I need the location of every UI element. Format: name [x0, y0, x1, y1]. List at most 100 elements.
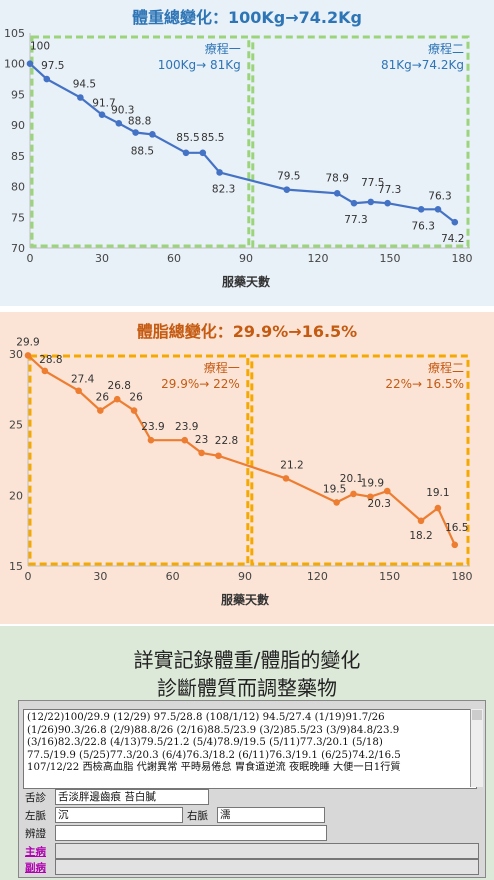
data-label: 23.9	[175, 421, 198, 433]
data-point	[215, 452, 222, 460]
y-tick-label: 70	[11, 242, 25, 255]
left-pulse-field[interactable]: 沉	[55, 807, 183, 823]
data-point	[282, 475, 290, 482]
record-heading-line2: 診斷體質而調整藥物	[157, 676, 337, 700]
data-point	[147, 436, 155, 444]
data-point	[451, 218, 459, 226]
main-disease-label[interactable]: 主病	[25, 846, 46, 858]
sub-disease-label[interactable]: 副病	[25, 862, 46, 874]
data-label: 88.5	[131, 145, 154, 157]
y-tick-label: 20	[9, 489, 23, 502]
data-label: 19.9	[361, 478, 384, 490]
y-tick-label: 15	[9, 560, 23, 573]
data-label: 77.3	[378, 184, 401, 196]
data-point	[198, 449, 205, 457]
data-label: 23.9	[141, 421, 164, 433]
x-tick-label: 120	[307, 570, 328, 583]
data-label: 26	[129, 392, 143, 404]
tongue-row: 舌診 舌淡胖邊齒痕 苔白膩	[23, 789, 323, 805]
y-tick-label: 85	[11, 150, 25, 163]
data-label: 26	[96, 392, 110, 404]
phase1-box	[30, 35, 251, 248]
x-tick-label: 0	[25, 570, 32, 583]
bodyfat-chart-panel: 體脂總變化：29.9%→16.5% 療程一 29.9%→ 22% 療程二 22%→ 1…	[0, 312, 494, 624]
data-label: 16.5	[445, 522, 468, 534]
data-label: 23	[195, 434, 208, 446]
data-point	[383, 487, 391, 495]
data-label: 27.4	[71, 374, 95, 386]
x-tick-label: 60	[166, 570, 180, 583]
record-scrollbar[interactable]	[470, 709, 483, 787]
record-line: 107/12/22 西檢高血脂 代謝異常 平時易倦怠 胃食道逆流 夜眠晚睡 大便…	[27, 762, 401, 774]
x-tick-label: 90	[238, 570, 252, 583]
data-point	[182, 149, 190, 157]
bodyfat-chart-title: 體脂總變化：29.9%→16.5%	[136, 322, 358, 341]
y-tick-label: 30	[9, 348, 23, 361]
x-tick-label: 150	[379, 570, 400, 583]
y-tick-label: 90	[11, 119, 25, 132]
phase1-box	[28, 354, 250, 566]
data-point	[132, 129, 139, 136]
bodyfat-chart: 療程一 29.9%→ 22% 療程二 22%→ 16.5% 15 20 25 30 0 30 60 9…	[9, 336, 473, 607]
main-disease-field[interactable]	[55, 843, 479, 859]
data-point	[149, 131, 156, 138]
tongue-field[interactable]: 舌淡胖邊齒痕 苔白膩	[55, 789, 209, 805]
data-label: 78.9	[326, 172, 349, 184]
data-point	[350, 490, 357, 498]
x-tick-label: 180	[452, 252, 473, 265]
y-tick-label: 105	[4, 27, 25, 40]
data-point	[26, 60, 34, 68]
syndrome-field[interactable]	[55, 825, 327, 841]
right-pulse-field[interactable]: 濡	[217, 807, 325, 823]
y-tick-label: 95	[11, 88, 25, 101]
data-point	[367, 198, 375, 206]
data-label: 26.8	[108, 380, 131, 392]
sub-disease-field[interactable]	[55, 859, 479, 875]
data-point	[98, 111, 106, 118]
y-tick-label: 75	[11, 211, 25, 224]
phase2-box	[251, 35, 470, 248]
data-label: 76.3	[428, 190, 451, 202]
x-tick-label: 150	[380, 252, 401, 265]
record-line: (1/26)90.3/26.8 (2/9)88.8/26 (2/16)88.5/…	[27, 724, 400, 736]
data-point	[199, 149, 207, 157]
series-line	[27, 354, 456, 546]
data-label: 97.5	[41, 60, 64, 72]
data-label: 20.3	[368, 498, 391, 510]
data-label: 74.2	[441, 233, 464, 245]
data-label: 20.1	[340, 473, 363, 485]
weight-chart-title: 體重總變化：100Kg→74.2Kg	[132, 8, 362, 27]
data-point	[75, 387, 82, 395]
data-label: 82.3	[212, 183, 235, 195]
data-label: 29.9	[16, 336, 39, 348]
data-label: 19.1	[426, 487, 449, 499]
data-label: 85.5	[176, 132, 199, 144]
phase2-desc: 81Kg→74.2Kg	[381, 58, 464, 72]
phase1-desc: 29.9%→ 22%	[161, 377, 240, 391]
data-point	[384, 199, 391, 207]
x-tick-label: 30	[93, 570, 107, 583]
data-point	[113, 395, 121, 403]
phase2-desc: 22%→ 16.5%	[385, 377, 464, 391]
y-tick-label: 25	[9, 419, 23, 432]
data-point	[434, 206, 442, 213]
record-heading-line1: 詳實記錄體重/體脂的變化	[133, 648, 361, 672]
phase1-name: 療程一	[205, 41, 241, 56]
record-textarea[interactable]: (12/22)100/29.9 (12/29) 97.5/28.8 (108/1…	[23, 709, 477, 789]
data-label: 90.3	[111, 104, 134, 116]
data-label: 77.5	[361, 177, 384, 189]
data-point	[333, 190, 341, 197]
data-point	[417, 517, 425, 525]
x-tick-label: 0	[27, 252, 34, 265]
medical-record-screenshot: (12/22)100/29.9 (12/29) 97.5/28.8 (108/1…	[18, 700, 486, 878]
data-label: 28.8	[39, 354, 62, 366]
syndrome-label: 辨證	[25, 828, 46, 840]
x-tick-label: 180	[452, 570, 473, 583]
x-tick-label: 60	[167, 252, 181, 265]
data-point	[97, 407, 104, 414]
x-axis-label: 服藥天數	[221, 592, 269, 607]
weight-chart-panel: 體重總變化：100Kg→74.2Kg 療程一 100Kg→ 81Kg 療程二 81Kg…	[0, 0, 494, 306]
y-tick-label: 100	[4, 58, 25, 71]
data-label: 22.8	[215, 435, 238, 447]
phase1-name: 療程一	[204, 360, 240, 375]
